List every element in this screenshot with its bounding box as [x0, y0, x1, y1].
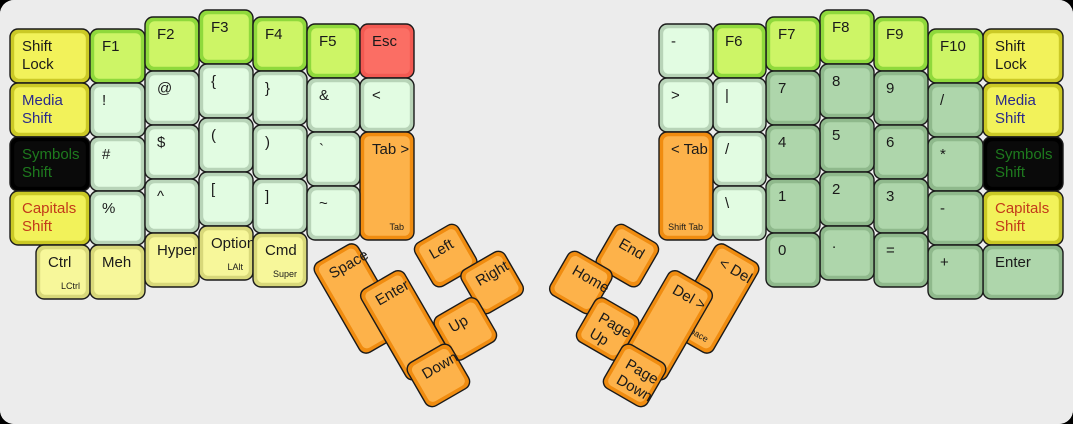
svg-text:Lock: Lock — [995, 56, 1027, 73]
svg-text:F10: F10 — [940, 38, 966, 55]
svg-text:{: { — [211, 73, 216, 90]
svg-text:Capitals: Capitals — [22, 200, 76, 217]
svg-text:<: < — [372, 87, 381, 104]
svg-text:Lock: Lock — [22, 56, 54, 73]
svg-text:2: 2 — [832, 181, 840, 198]
svg-text:Hyper: Hyper — [157, 242, 197, 259]
svg-text:.: . — [832, 235, 836, 252]
svg-text:Shift Tab: Shift Tab — [668, 222, 703, 232]
svg-text:5: 5 — [832, 127, 840, 144]
svg-text:$: $ — [157, 134, 166, 151]
svg-text:^: ^ — [157, 188, 164, 205]
svg-text:Media: Media — [22, 92, 64, 109]
svg-text:~: ~ — [319, 195, 328, 212]
svg-text:-: - — [671, 33, 676, 50]
svg-text:Option: Option — [211, 235, 255, 252]
svg-text:-: - — [940, 200, 945, 217]
svg-text:F5: F5 — [319, 33, 337, 50]
svg-text:`: ` — [319, 141, 324, 158]
svg-text:F9: F9 — [886, 26, 904, 43]
svg-text:Shift: Shift — [22, 164, 53, 181]
svg-text:&: & — [319, 87, 329, 104]
svg-text:>: > — [671, 87, 680, 104]
svg-text:F2: F2 — [157, 26, 175, 43]
svg-text:Tab: Tab — [389, 222, 404, 232]
svg-text:9: 9 — [886, 80, 894, 97]
svg-text:4: 4 — [778, 134, 786, 151]
svg-text:Shift: Shift — [22, 38, 53, 55]
svg-text:%: % — [102, 200, 115, 217]
svg-text:F3: F3 — [211, 19, 229, 36]
svg-text:Cmd: Cmd — [265, 242, 297, 259]
svg-text:7: 7 — [778, 80, 786, 97]
svg-text:3: 3 — [886, 188, 894, 205]
svg-text:LCtrl: LCtrl — [61, 281, 80, 291]
svg-text:F1: F1 — [102, 38, 120, 55]
svg-text:Shift: Shift — [995, 164, 1026, 181]
svg-text:Symbols: Symbols — [22, 146, 80, 163]
svg-text:=: = — [886, 242, 895, 259]
svg-text:F4: F4 — [265, 26, 283, 43]
svg-text:Shift: Shift — [22, 110, 53, 127]
svg-text:6: 6 — [886, 134, 894, 151]
svg-text:< Tab: < Tab — [671, 141, 708, 158]
svg-text:Super: Super — [273, 269, 297, 279]
svg-text:Ctrl: Ctrl — [48, 254, 71, 271]
svg-text:Media: Media — [995, 92, 1037, 109]
svg-text:*: * — [940, 146, 946, 163]
svg-text:}: } — [265, 80, 270, 97]
svg-text:|: | — [725, 87, 729, 104]
svg-text:(: ( — [211, 127, 216, 144]
svg-text:Enter: Enter — [995, 254, 1031, 271]
svg-text:@: @ — [157, 80, 172, 97]
svg-text:+: + — [940, 254, 949, 271]
svg-text:!: ! — [102, 92, 106, 109]
svg-text:F8: F8 — [832, 19, 850, 36]
svg-text:LAlt: LAlt — [227, 262, 243, 272]
svg-text:Shift: Shift — [995, 110, 1026, 127]
svg-text:1: 1 — [778, 188, 786, 205]
svg-text:): ) — [265, 134, 270, 151]
svg-text:8: 8 — [832, 73, 840, 90]
svg-text:Shift: Shift — [995, 218, 1026, 235]
svg-text:Symbols: Symbols — [995, 146, 1053, 163]
svg-text:Shift: Shift — [995, 38, 1026, 55]
svg-text:#: # — [102, 146, 111, 163]
svg-text:Meh: Meh — [102, 254, 131, 271]
svg-text:Tab >: Tab > — [372, 141, 409, 158]
svg-text:F6: F6 — [725, 33, 743, 50]
svg-text:F7: F7 — [778, 26, 796, 43]
svg-text:Shift: Shift — [22, 218, 53, 235]
svg-text:0: 0 — [778, 242, 786, 259]
svg-text:Capitals: Capitals — [995, 200, 1049, 217]
svg-text:Esc: Esc — [372, 33, 398, 50]
svg-text:]: ] — [265, 188, 269, 205]
